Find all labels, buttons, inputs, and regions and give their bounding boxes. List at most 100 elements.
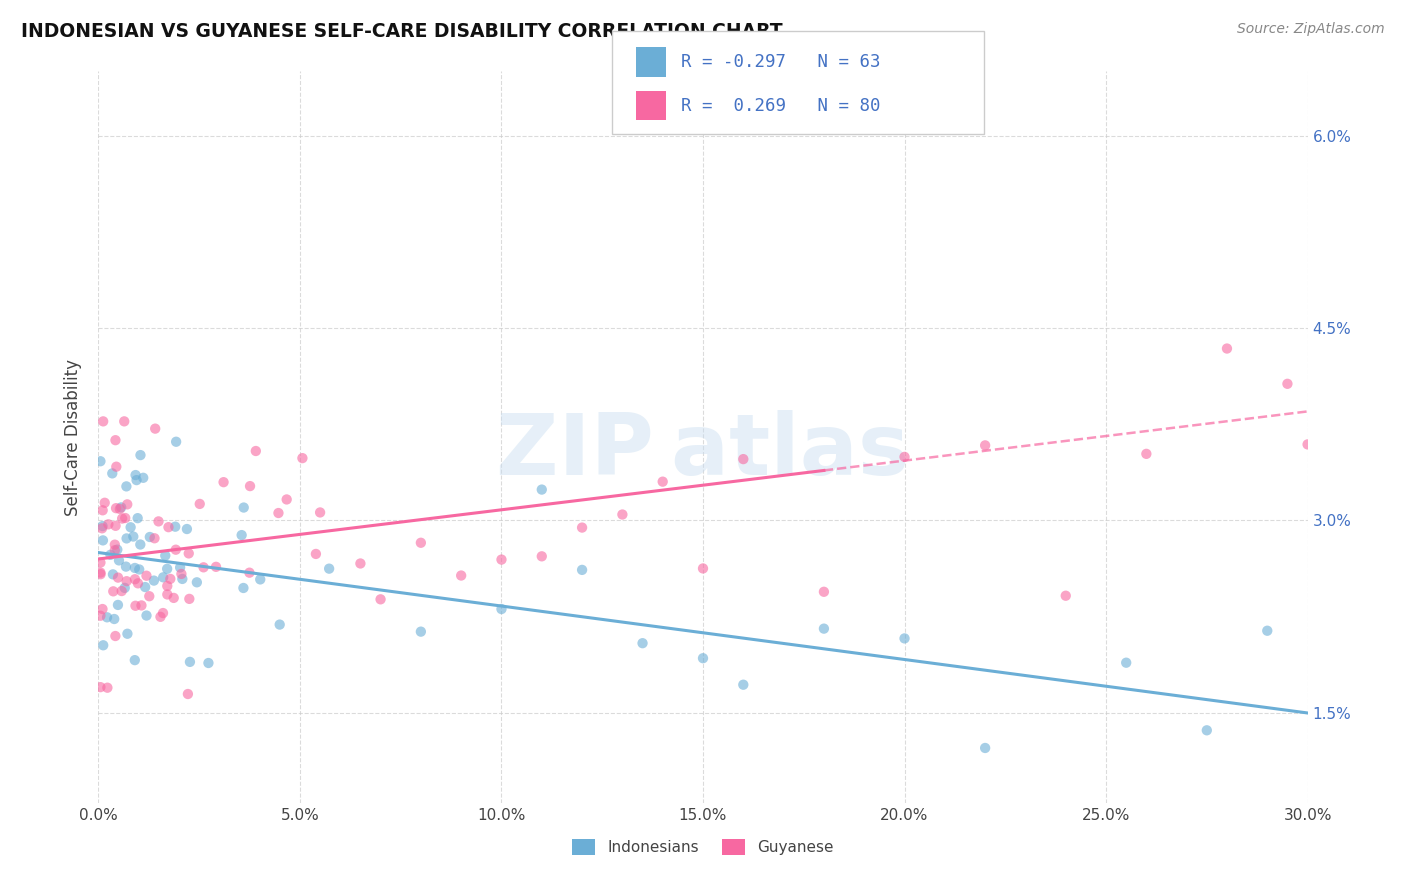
Point [91,602,114,616]
Point [156,562,179,576]
Point [692,561,714,575]
Point [111,511,134,525]
Point [370,592,392,607]
Point [276,492,298,507]
Point [114,581,136,595]
Point [530,483,553,497]
Point [491,552,513,566]
Point [105,459,128,474]
Point [131,599,153,613]
Point [124,653,146,667]
Point [893,450,915,464]
Point [115,559,138,574]
Point [104,543,127,558]
Point [134,580,156,594]
Point [135,608,157,623]
Point [232,581,254,595]
Point [631,636,654,650]
Point [1054,589,1077,603]
Point [101,467,124,481]
Point [89,566,111,580]
Point [267,506,290,520]
Point [90,567,112,582]
Point [813,622,835,636]
Point [1115,656,1137,670]
Point [188,497,211,511]
Point [124,561,146,575]
Point [177,546,200,560]
Point [309,505,332,519]
Point [105,501,128,516]
Point [305,547,328,561]
Point [115,574,138,589]
Point [349,557,371,571]
Point [205,559,228,574]
Point [571,563,593,577]
Text: R =  0.269   N = 80: R = 0.269 N = 80 [681,96,880,115]
Point [135,568,157,582]
Point [165,519,187,533]
Point [127,576,149,591]
Point [89,608,111,623]
Point [132,471,155,485]
Point [179,655,201,669]
Point [128,562,150,576]
Point [186,575,208,590]
Point [89,680,111,694]
Point [157,520,180,534]
Point [1135,447,1157,461]
Point [238,566,260,580]
Point [450,568,472,582]
Point [110,500,132,515]
Point [1277,376,1299,391]
Y-axis label: Self-Care Disability: Self-Care Disability [65,359,83,516]
Point [193,560,215,574]
Point [142,574,165,588]
Point [571,520,593,534]
Point [138,589,160,603]
Point [93,496,115,510]
Point [111,584,134,599]
Point [172,572,194,586]
Point [733,452,755,467]
Point [974,438,997,452]
Point [156,579,179,593]
Point [249,573,271,587]
Point [112,414,135,428]
Point [152,570,174,584]
Point [409,535,432,549]
Point [104,433,127,447]
Point [122,530,145,544]
Point [491,602,513,616]
Point [692,651,714,665]
Text: ZIP atlas: ZIP atlas [496,410,910,493]
Point [163,591,186,605]
Point [197,656,219,670]
Point [124,599,146,613]
Point [103,584,125,599]
Point [117,626,139,640]
Point [91,519,114,533]
Point [115,532,138,546]
Point [91,521,114,535]
Point [179,591,201,606]
Point [176,522,198,536]
Point [103,612,125,626]
Point [231,528,253,542]
Point [100,548,122,562]
Point [169,560,191,574]
Point [120,520,142,534]
Point [124,468,146,483]
Point [107,571,129,585]
Point [530,549,553,564]
Point [117,497,139,511]
Point [1296,437,1319,451]
Point [239,479,262,493]
Point [651,475,673,489]
Point [91,533,114,548]
Point [291,451,314,466]
Point [159,572,181,586]
Point [1256,624,1278,638]
Point [148,515,170,529]
Point [165,434,187,449]
